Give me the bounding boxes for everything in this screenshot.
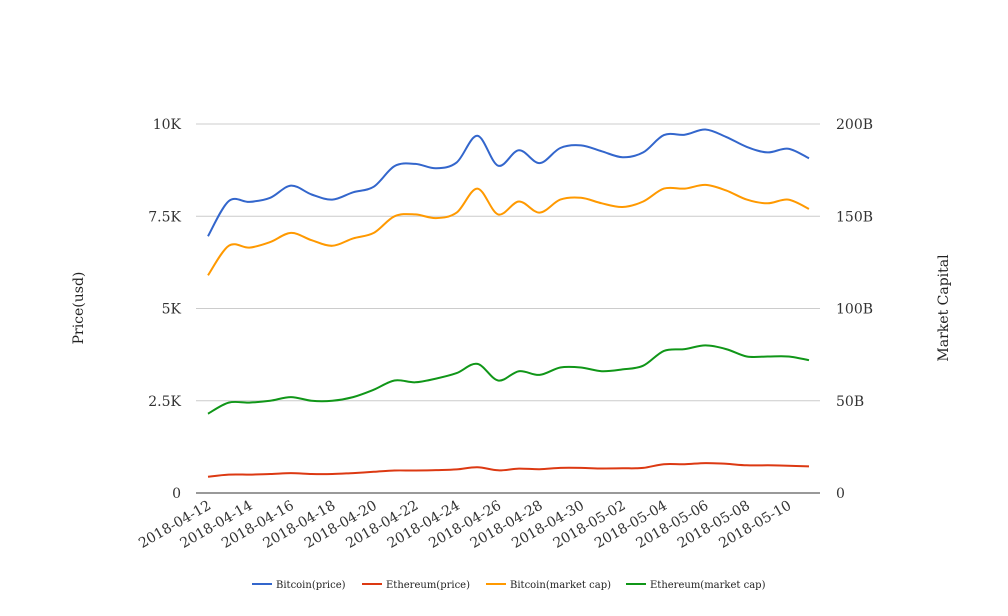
y2-tick-label: 200B xyxy=(836,117,873,133)
legend-item: Bitcoin(market cap) xyxy=(486,580,611,591)
y-tick-label: 10K xyxy=(153,117,182,133)
y2-axis-title: Market Capital xyxy=(936,254,952,362)
y2-tick-label: 150B xyxy=(836,209,873,225)
y-tick-label: 0 xyxy=(172,486,181,502)
legend-item: Ethereum(market cap) xyxy=(626,580,766,591)
y-axis: 0 2.5K 5K 7.5K 10K xyxy=(148,117,181,502)
legend-label: Ethereum(market cap) xyxy=(650,580,766,591)
legend: Bitcoin(price) Ethereum(price) Bitcoin(mar… xyxy=(252,580,766,591)
series-group xyxy=(207,128,810,478)
series-line-0 xyxy=(207,128,810,237)
legend-label: Bitcoin(market cap) xyxy=(510,580,611,591)
legend-label: Bitcoin(price) xyxy=(276,580,346,591)
legend-item: Bitcoin(price) xyxy=(252,580,346,591)
y-tick-label: 5K xyxy=(162,302,182,318)
series-line-3 xyxy=(207,344,810,415)
legend-label: Ethereum(price) xyxy=(386,580,470,591)
y2-axis: 0 50B 100B 150B 200B xyxy=(836,117,873,502)
grid xyxy=(196,123,820,494)
y-tick-label: 7.5K xyxy=(148,209,181,225)
y2-tick-label: 50B xyxy=(836,394,864,410)
series-line-1 xyxy=(207,462,810,478)
y2-tick-label: 0 xyxy=(836,486,845,502)
series-line-2 xyxy=(207,183,810,276)
y2-tick-label: 100B xyxy=(836,302,873,318)
legend-item: Ethereum(price) xyxy=(362,580,470,591)
y-tick-label: 2.5K xyxy=(148,394,181,410)
x-axis: 2018-04-122018-04-142018-04-162018-04-18… xyxy=(136,498,794,552)
y-axis-title: Price(usd) xyxy=(71,272,87,345)
